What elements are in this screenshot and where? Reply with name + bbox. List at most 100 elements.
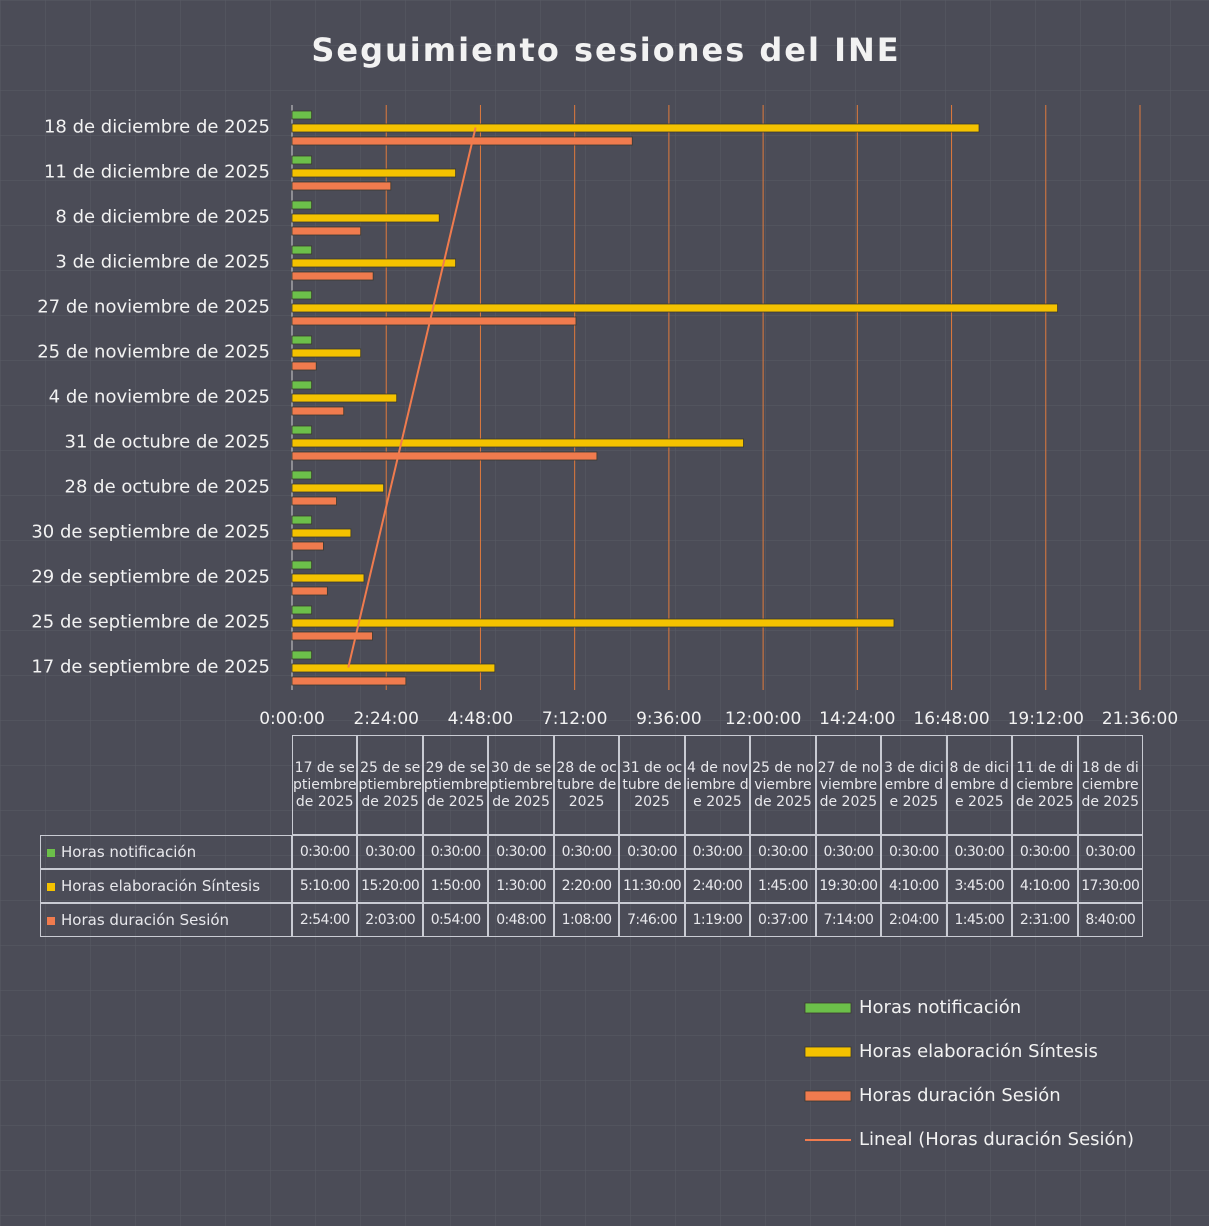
bar [291,181,392,191]
bar [291,303,1058,313]
table-value: 1:08:00 [553,903,620,937]
bar [291,573,365,583]
legend-swatch [804,1002,852,1014]
table-value: 11:30:00 [619,869,685,903]
table-value: 1:45:00 [750,869,816,903]
table-value: 0:48:00 [488,903,554,937]
bar [291,541,324,551]
table-value: 0:30:00 [619,835,685,869]
x-tick-label: 7:12:00 [542,709,608,729]
table-header: 4 de noviembre de 2025 [684,735,751,835]
table-value: 0:30:00 [881,835,947,869]
legend-key [47,849,55,857]
bar [291,335,313,345]
table-header: 31 de octubre de 2025 [619,735,685,835]
table-value: 2:31:00 [1012,903,1078,937]
bar [291,361,317,371]
table-row-label: Horas notificación [40,835,292,869]
bar [291,155,313,165]
table-value: 5:10:00 [292,869,358,903]
table-header: 8 de diciembre de 2025 [946,735,1013,835]
legend-label: Lineal (Horas duración Sesión) [859,1129,1134,1150]
bar [291,380,313,390]
bar [291,290,313,300]
y-tick-label: 31 de octubre de 2025 [65,432,270,453]
table-header: 17 de septiembre de 2025 [292,735,358,835]
y-tick-label: 25 de noviembre de 2025 [37,342,270,363]
x-tick-label: 21:36:00 [1102,709,1178,729]
y-tick-label: 11 de diciembre de 2025 [44,162,270,183]
table-value: 1:19:00 [684,903,751,937]
table-row-label: Horas elaboración Síntesis [40,869,292,903]
legend-swatch [804,1090,852,1102]
chart-title: Seguimiento sesiones del INE [311,31,900,69]
legend-key [47,917,55,925]
table-value: 2:03:00 [357,903,423,937]
table-value: 0:30:00 [488,835,554,869]
table-value: 1:45:00 [946,903,1013,937]
table-value: 0:30:00 [292,835,358,869]
table-value: 3:45:00 [946,869,1013,903]
row-label-text: Horas duración Sesión [61,911,230,929]
bar [291,438,744,448]
bar [291,136,633,146]
legend-label: Horas elaboración Síntesis [859,1041,1098,1062]
table-value: 0:30:00 [684,835,751,869]
bar [291,470,313,480]
y-tick-label: 28 de octubre de 2025 [65,477,270,498]
table-header: 25 de noviembre de 2025 [750,735,816,835]
bar [291,631,373,641]
bar [291,123,980,133]
table-value: 1:50:00 [422,869,489,903]
bar [291,676,407,686]
table-value: 15:20:00 [357,869,423,903]
table-row-label: Horas duración Sesión [40,903,292,937]
legend-swatch [804,1046,852,1058]
bar [291,406,345,416]
table-value: 1:30:00 [488,869,554,903]
x-tick-label: 12:00:00 [725,709,801,729]
y-tick-label: 8 de diciembre de 2025 [55,207,270,228]
table-value: 0:54:00 [422,903,489,937]
bar [291,348,362,358]
y-tick-label: 18 de diciembre de 2025 [44,117,270,138]
table-value: 0:30:00 [815,835,882,869]
table-header: 11 de diciembre de 2025 [1012,735,1078,835]
bar [291,393,398,403]
trend-line [347,127,477,668]
x-tick-label: 14:24:00 [819,709,895,729]
y-tick-label: 4 de noviembre de 2025 [49,387,270,408]
y-tick-label: 3 de diciembre de 2025 [55,252,270,273]
table-header: 25 de septiembre de 2025 [357,735,423,835]
x-tick-label: 9:36:00 [636,709,702,729]
bar [291,316,577,326]
x-tick-label: 2:24:00 [353,709,419,729]
table-value: 7:46:00 [619,903,685,937]
x-tick-label: 16:48:00 [913,709,989,729]
bar [291,258,456,268]
bar [291,271,374,281]
table-value: 4:10:00 [881,869,947,903]
bar [291,650,313,660]
table-value: 8:40:00 [1077,903,1143,937]
table-header: 18 de diciembre de 2025 [1077,735,1143,835]
table-value: 0:37:00 [750,903,816,937]
bar [291,110,313,120]
legend-key [47,883,55,891]
bar [291,496,337,506]
table-header: 30 de septiembre de 2025 [488,735,554,835]
table-value: 0:30:00 [946,835,1013,869]
table-header: 27 de noviembre de 2025 [815,735,882,835]
row-label-text: Horas notificación [61,843,197,861]
table-header: 29 de septiembre de 2025 [422,735,489,835]
table-value: 0:30:00 [553,835,620,869]
table-value: 2:20:00 [553,869,620,903]
table-value: 0:30:00 [422,835,489,869]
bar [291,605,313,615]
bar [291,515,313,525]
table-value: 0:30:00 [750,835,816,869]
table-header: 28 de octubre de 2025 [553,735,620,835]
bar [291,213,440,223]
table-value: 19:30:00 [815,869,882,903]
